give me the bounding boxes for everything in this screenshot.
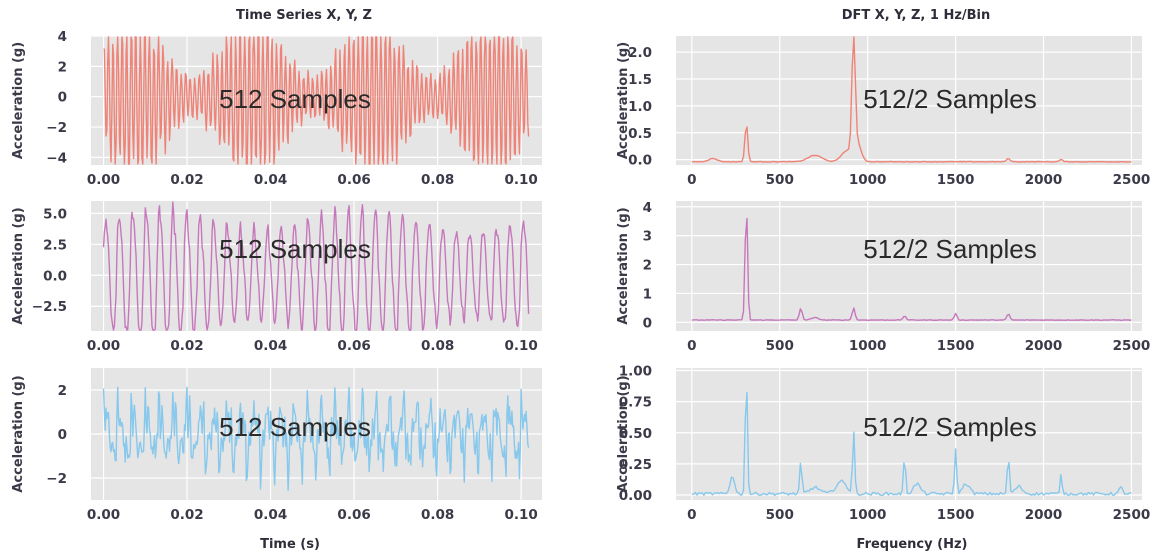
dft-z-x-tick-label: 1500 — [937, 507, 975, 523]
ts-y-y-tick-label: 0.0 — [43, 268, 67, 284]
dft-y-x-tick-label: 1500 — [937, 338, 975, 354]
ts-z-annotation: 512 Samples — [219, 412, 371, 442]
dft-y-x-tick-label: 0 — [687, 338, 696, 354]
dft-x-x-tick-label: 1000 — [849, 172, 887, 188]
dft-x-annotation: 512/2 Samples — [863, 84, 1036, 114]
ts-x-annotation: 512 Samples — [219, 84, 371, 114]
ts-y-y-tick-label: 2.5 — [43, 237, 67, 253]
dft-z-y-tick-label: 0.50 — [619, 426, 652, 442]
dft-y-annotation: 512/2 Samples — [863, 234, 1036, 264]
dft-y-y-tick-label: 3 — [643, 229, 652, 245]
ts-y-subplot: 0.00 0.02 0.04 0.06 0.08 0.10 5.0 2.5 0.0 −2.5 Acc… — [11, 201, 542, 354]
dft-y-plot-area — [676, 201, 1142, 331]
dft-x-y-tick-label: 0.0 — [628, 153, 652, 169]
dft-y-x-tick-label: 1000 — [849, 338, 887, 354]
dft-y-x-tick-label: 2500 — [1113, 338, 1151, 354]
dft-x-series-x-line — [691, 36, 1132, 163]
ts-x-x-tick-label: 0.04 — [254, 172, 287, 188]
ts-z-subplot: 0.00 0.02 0.04 0.06 0.08 0.10 2 0 −2 Acceleration… — [11, 368, 542, 523]
dft-z-x-tick-label: 0 — [687, 507, 696, 523]
dft-y-y-tick-label: 0 — [643, 315, 652, 331]
ts-z-x-tick-label: 0.00 — [87, 507, 120, 523]
ts-z-x-tick-label: 0.02 — [170, 507, 203, 523]
right-column-title: DFT X, Y, Z, 1 Hz/Bin — [842, 8, 991, 23]
dft-x-y-tick-label: 2.0 — [628, 45, 652, 61]
ts-x-x-tick-label: 0.08 — [421, 172, 454, 188]
dft-x-x-tick-label: 2000 — [1025, 172, 1063, 188]
dft-z-x-tick-label: 2500 — [1113, 507, 1151, 523]
ts-y-x-tick-label: 0.00 — [87, 338, 120, 354]
dft-x-y-tick-label: 1.5 — [628, 72, 652, 88]
ts-x-subplot: 0.00 0.02 0.04 0.06 0.08 0.10 4 2 0 −2 −4 Accelerat… — [11, 29, 542, 188]
dft-y-subplot: 0 500 1000 1500 2000 2500 4 3 2 1 0 Acceleration (g… — [616, 200, 1150, 354]
dft-y-y-axis-label: Acceleration (g) — [616, 207, 631, 324]
ts-x-y-tick-label: 4 — [58, 29, 67, 45]
dft-x-y-tick-label: 0.5 — [628, 126, 652, 142]
ts-z-y-tick-label: −2 — [46, 471, 67, 487]
dft-z-y-axis-label: Acceleration (g) — [616, 375, 631, 492]
dft-x-x-tick-label: 2500 — [1113, 172, 1151, 188]
left-x-axis-label: Time (s) — [260, 537, 320, 552]
dft-z-y-tick-label: 0.75 — [619, 395, 652, 411]
ts-x-y-tick-label: −4 — [46, 150, 67, 166]
dft-x-x-tick-label: 0 — [687, 172, 696, 188]
dft-x-subplot: 0 500 1000 1500 2000 2500 2.0 1.5 1.0 0.5 0.0Accel… — [616, 36, 1150, 188]
dft-x-y-tick-label: 1.0 — [628, 99, 652, 115]
dft-y-y-tick-label: 2 — [643, 258, 652, 274]
dft-z-series-z-line — [691, 391, 1132, 496]
right-x-axis-label: Frequency (Hz) — [857, 537, 968, 552]
ts-z-x-tick-label: 0.06 — [337, 507, 370, 523]
dft-z-subplot: 0 500 1000 1500 2000 2500 1.00 0.75 0.50 0.25 0.00… — [616, 363, 1150, 523]
dft-z-x-tick-label: 1000 — [849, 507, 887, 523]
ts-x-x-tick-label: 0.06 — [337, 172, 370, 188]
ts-y-x-tick-label: 0.10 — [504, 338, 537, 354]
dft-y-series-y-line — [691, 217, 1132, 321]
dft-y-y-tick-label: 1 — [643, 286, 652, 302]
dft-y-x-tick-label: 500 — [766, 338, 794, 354]
ts-y-x-tick-label: 0.06 — [337, 338, 370, 354]
dft-z-y-tick-label: 1.00 — [619, 363, 652, 379]
ts-x-x-tick-label: 0.10 — [504, 172, 537, 188]
ts-z-y-tick-label: 2 — [58, 383, 67, 399]
ts-x-y-tick-label: −2 — [46, 120, 67, 136]
ts-y-x-tick-label: 0.08 — [421, 338, 454, 354]
dft-z-y-tick-label: 0.00 — [619, 488, 652, 504]
ts-x-y-tick-label: 2 — [58, 59, 67, 75]
ts-z-series-z-line — [102, 386, 530, 492]
left-column-title: Time Series X, Y, Z — [236, 8, 372, 23]
ts-y-y-tick-label: −2.5 — [32, 299, 67, 315]
dft-x-x-tick-label: 500 — [766, 172, 794, 188]
ts-x-y-tick-label: 0 — [58, 90, 67, 106]
ts-y-y-tick-label: 5.0 — [43, 206, 67, 222]
ts-x-series-x-line — [103, 36, 530, 165]
ts-z-x-tick-label: 0.08 — [421, 507, 454, 523]
ts-z-y-tick-label: 0 — [58, 427, 67, 443]
dft-y-x-tick-label: 2000 — [1025, 338, 1063, 354]
ts-x-y-axis-label: Acceleration (g) — [11, 42, 26, 159]
ts-y-annotation: 512 Samples — [219, 234, 371, 264]
dft-y-y-tick-label: 4 — [643, 200, 652, 216]
ts-y-series-y-line — [102, 201, 530, 331]
dft-x-x-tick-label: 1500 — [937, 172, 975, 188]
dft-z-y-tick-label: 0.25 — [619, 457, 652, 473]
dft-z-x-tick-label: 2000 — [1025, 507, 1063, 523]
ts-y-x-tick-label: 0.02 — [170, 338, 203, 354]
dft-z-x-tick-label: 500 — [766, 507, 794, 523]
ts-x-x-tick-label: 0.00 — [87, 172, 120, 188]
dft-x-y-axis-label: Acceleration (g) — [616, 42, 631, 159]
subplot-grid: 0.00 0.02 0.04 0.06 0.08 0.10420−2−4Accelerat… — [11, 29, 1150, 523]
ts-z-y-axis-label: Acceleration (g) — [11, 375, 26, 492]
ts-y-x-tick-label: 0.04 — [254, 338, 287, 354]
ts-z-x-tick-label: 0.04 — [254, 507, 287, 523]
ts-x-x-tick-label: 0.02 — [170, 172, 203, 188]
dft-z-annotation: 512/2 Samples — [863, 412, 1036, 442]
dft-z-plot-area — [676, 368, 1142, 500]
ts-z-x-tick-label: 0.10 — [504, 507, 537, 523]
ts-y-y-axis-label: Acceleration (g) — [11, 207, 26, 324]
dft-x-plot-area — [676, 36, 1142, 165]
